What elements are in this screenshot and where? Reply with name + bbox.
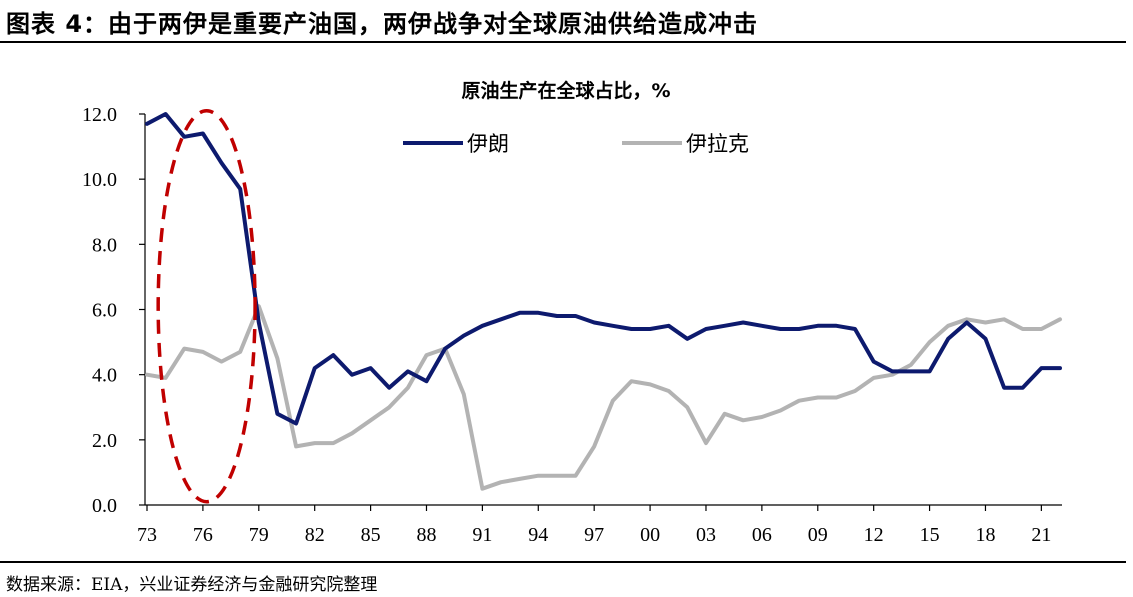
legend-label-iran: 伊朗 bbox=[467, 132, 509, 156]
x-tick-label: 91 bbox=[472, 524, 492, 546]
x-tick-label: 85 bbox=[361, 524, 381, 546]
x-tick-label: 18 bbox=[975, 524, 995, 546]
chart-title: 原油生产在全球占比，% bbox=[461, 79, 670, 102]
x-tick-label: 97 bbox=[584, 524, 604, 546]
footer-divider bbox=[0, 561, 1126, 563]
x-tick-label: 12 bbox=[864, 524, 884, 546]
highlight-ellipse bbox=[156, 108, 257, 504]
x-tick-label: 73 bbox=[137, 524, 157, 546]
x-tick-label: 79 bbox=[249, 524, 269, 546]
x-tick-label: 88 bbox=[416, 524, 436, 546]
series-line-iran bbox=[145, 112, 1062, 426]
x-tick-label: 00 bbox=[640, 524, 660, 546]
x-tick-label: 15 bbox=[920, 524, 940, 546]
x-tick-label: 09 bbox=[808, 524, 828, 546]
chart-legend: 伊朗 伊拉克 bbox=[403, 132, 749, 156]
series-line-iraq bbox=[145, 304, 1062, 491]
y-tick-label: 4.0 bbox=[92, 365, 117, 387]
source-note: 数据来源：EIA，兴业证券经济与金融研究院整理 bbox=[6, 575, 378, 595]
y-tick-label: 8.0 bbox=[92, 234, 117, 256]
title-divider bbox=[0, 41, 1126, 43]
chart-annotation bbox=[156, 108, 257, 504]
chart-series bbox=[145, 112, 1062, 491]
legend-label-iraq: 伊拉克 bbox=[686, 132, 749, 156]
x-tick-label: 21 bbox=[1031, 524, 1051, 546]
x-tick-label: 06 bbox=[752, 524, 772, 546]
x-tick-label: 82 bbox=[305, 524, 325, 546]
y-tick-label: 0.0 bbox=[92, 495, 117, 517]
x-tick-label: 03 bbox=[696, 524, 716, 546]
y-tick-label: 10.0 bbox=[82, 169, 117, 191]
y-tick-label: 2.0 bbox=[92, 430, 117, 452]
figure-title: 图表 4：由于两伊是重要产油国，两伊战争对全球原油供给造成冲击 bbox=[6, 10, 759, 38]
y-tick-label: 12.0 bbox=[82, 104, 117, 126]
y-tick-label: 6.0 bbox=[92, 300, 117, 322]
x-tick-label: 94 bbox=[528, 524, 548, 546]
x-tick-label: 76 bbox=[193, 524, 213, 546]
chart-axes: 0.0 2.0 4.0 6.0 8.0 10.0 12.0 73 76 79 82 85 88 91 94 9… bbox=[82, 104, 1062, 546]
